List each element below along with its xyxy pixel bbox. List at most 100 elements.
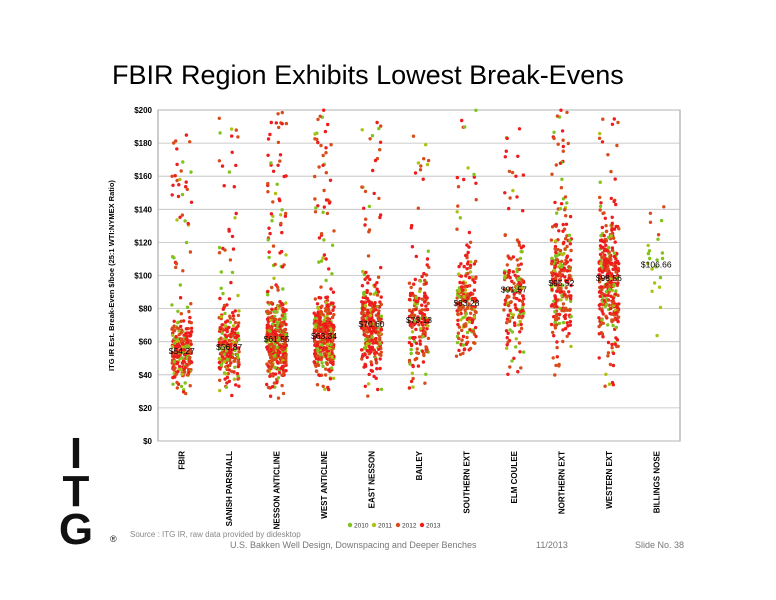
data-point [224, 385, 229, 389]
data-point [612, 251, 617, 255]
data-point [558, 278, 563, 282]
data-point [554, 255, 558, 259]
data-point [416, 206, 420, 210]
data-point [373, 283, 377, 287]
data-point [607, 298, 611, 302]
data-point [474, 259, 478, 263]
data-point [506, 331, 510, 335]
data-point [465, 262, 470, 266]
data-point [603, 257, 607, 261]
data-point [324, 354, 328, 358]
data-point [418, 279, 423, 283]
data-point [317, 236, 322, 240]
data-point [280, 265, 285, 269]
data-point [378, 213, 383, 217]
data-point [183, 333, 187, 337]
data-point [606, 293, 610, 297]
data-point [561, 144, 565, 149]
data-point [265, 382, 269, 387]
data-point [410, 245, 415, 249]
data-point [512, 281, 516, 285]
data-point [268, 394, 273, 398]
data-point [607, 290, 611, 294]
data-point [271, 169, 276, 173]
data-point [227, 325, 231, 330]
data-point [279, 366, 283, 371]
data-point [316, 363, 321, 367]
data-point [187, 309, 191, 314]
data-point [274, 121, 278, 125]
data-point [505, 343, 509, 347]
data-point [378, 148, 382, 152]
data-point [517, 127, 522, 131]
data-point [234, 383, 238, 387]
data-point [328, 320, 332, 325]
data-point [554, 223, 559, 227]
data-point [365, 349, 369, 353]
data-point [424, 319, 428, 323]
data-point [470, 318, 475, 323]
data-point [374, 351, 379, 355]
data-point [599, 285, 603, 289]
data-point [461, 343, 466, 347]
data-point [184, 180, 188, 184]
data-point [178, 215, 182, 219]
data-point [505, 296, 509, 300]
data-point [609, 294, 613, 298]
legend-label: 2011 [378, 523, 392, 530]
data-point [171, 382, 175, 386]
data-point [376, 387, 380, 392]
data-point [229, 342, 233, 346]
data-point [317, 373, 322, 378]
data-point [519, 326, 524, 331]
data-point [567, 265, 571, 269]
data-point [269, 315, 273, 320]
data-point [424, 273, 429, 277]
data-point [614, 270, 618, 274]
data-point [552, 279, 556, 284]
data-point [416, 161, 421, 165]
data-point [472, 288, 477, 292]
data-point [565, 110, 569, 115]
data-point [379, 321, 383, 325]
y-tick-label: $200 [134, 106, 152, 115]
data-point [176, 194, 181, 199]
data-point [646, 261, 650, 266]
data-point [280, 329, 284, 333]
data-point [276, 354, 280, 358]
data-point [314, 334, 318, 338]
data-point [371, 328, 376, 332]
data-point [280, 230, 284, 235]
data-point [366, 314, 370, 318]
data-point [322, 253, 327, 257]
data-point [325, 295, 330, 299]
data-point [412, 336, 416, 340]
data-point [322, 205, 326, 209]
data-point [522, 297, 526, 301]
data-point [331, 345, 335, 350]
data-point [231, 247, 236, 251]
data-point [320, 361, 324, 365]
data-point [416, 364, 421, 368]
data-point [283, 354, 288, 358]
data-point [219, 286, 223, 290]
data-point [560, 129, 565, 133]
data-point [236, 293, 240, 298]
data-point [411, 385, 415, 389]
data-point [376, 290, 381, 294]
data-point [218, 296, 222, 301]
data-point [236, 356, 240, 360]
data-point [461, 334, 466, 339]
data-point [319, 259, 324, 263]
data-point [512, 321, 517, 325]
data-point [367, 228, 372, 232]
data-point [281, 310, 286, 314]
data-point [321, 328, 325, 332]
data-point [177, 349, 181, 353]
data-point [514, 337, 518, 341]
data-point [315, 354, 319, 358]
data-point [648, 256, 652, 261]
data-point [603, 216, 607, 220]
data-point [378, 342, 382, 346]
data-point [313, 132, 317, 136]
